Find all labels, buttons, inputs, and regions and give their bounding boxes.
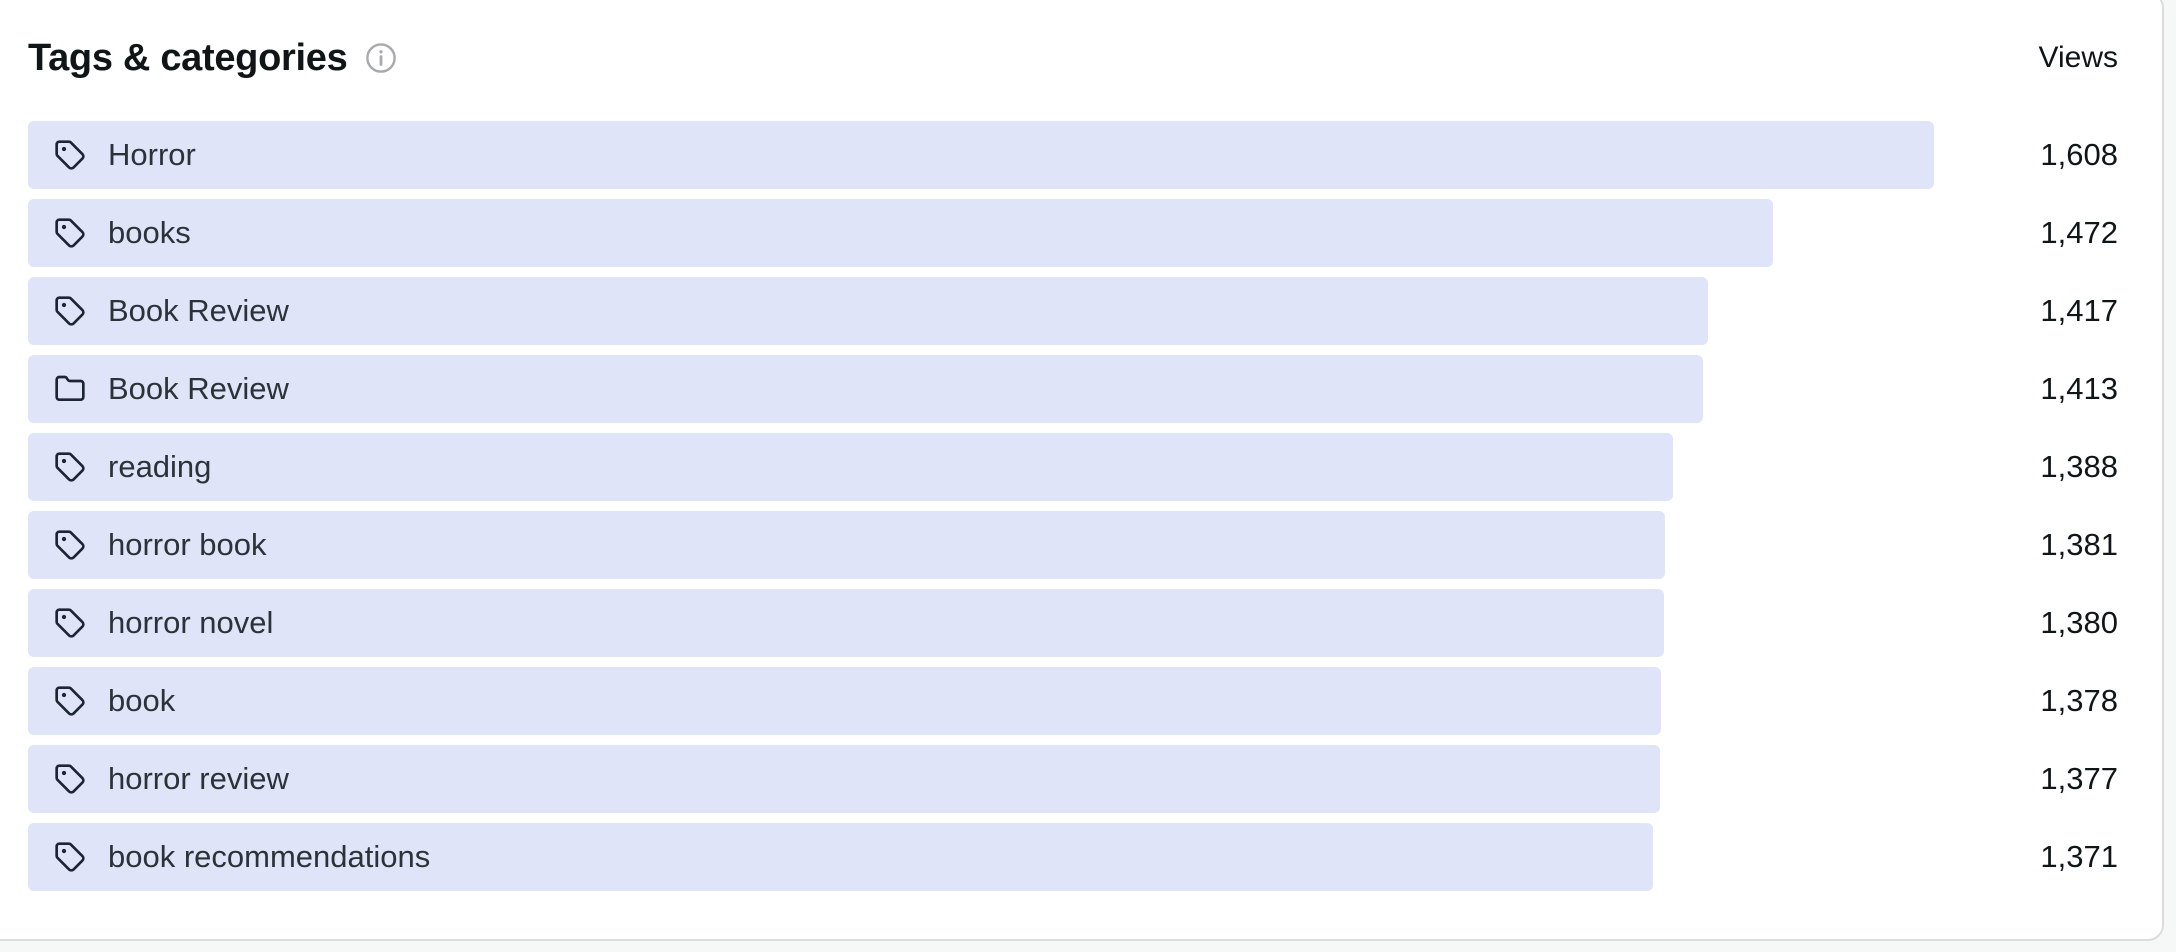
tag-row[interactable]: Book Review 1,413 — [28, 355, 2118, 423]
card-content: Tags & categories Views Horror 1,608 boo… — [28, 0, 2118, 891]
info-circle-icon[interactable] — [364, 41, 398, 75]
tag-row[interactable]: Book Review 1,417 — [28, 277, 2118, 345]
folder-icon — [54, 373, 86, 405]
tag-label: books — [108, 215, 191, 250]
tag-icon — [54, 607, 86, 639]
views-value: 1,472 — [2040, 215, 2118, 250]
tags-list: Horror 1,608 books 1,472 Book Review 1,4… — [28, 121, 2118, 891]
tag-label: reading — [108, 449, 212, 484]
tag-icon — [54, 451, 86, 483]
card-header: Tags & categories Views — [28, 34, 2118, 82]
tag-label: horror novel — [108, 605, 274, 640]
tag-icon — [54, 763, 86, 795]
tag-bar: book — [28, 667, 1661, 735]
tag-label: horror book — [108, 527, 267, 562]
views-value: 1,388 — [2040, 449, 2118, 484]
tag-label: horror review — [108, 761, 289, 796]
views-value: 1,378 — [2040, 683, 2118, 718]
tag-label: book — [108, 683, 176, 718]
tag-icon — [54, 217, 86, 249]
views-value: 1,371 — [2040, 839, 2118, 874]
views-value: 1,417 — [2040, 293, 2118, 328]
tag-icon — [54, 841, 86, 873]
views-value: 1,377 — [2040, 761, 2118, 796]
tag-bar: Book Review — [28, 277, 1708, 345]
views-value: 1,381 — [2040, 527, 2118, 562]
tag-row[interactable]: books 1,472 — [28, 199, 2118, 267]
tag-row[interactable]: horror review 1,377 — [28, 745, 2118, 813]
tag-icon — [54, 685, 86, 717]
tag-label: Horror — [108, 137, 196, 172]
tag-row[interactable]: book 1,378 — [28, 667, 2118, 735]
tag-row[interactable]: reading 1,388 — [28, 433, 2118, 501]
tag-bar: horror novel — [28, 589, 1664, 657]
title-wrap: Tags & categories — [28, 34, 398, 82]
views-column-header: Views — [2038, 41, 2118, 74]
tag-row[interactable]: book recommendations 1,371 — [28, 823, 2118, 891]
tag-row[interactable]: horror book 1,381 — [28, 511, 2118, 579]
tag-icon — [54, 295, 86, 327]
tag-icon — [54, 139, 86, 171]
tag-row[interactable]: Horror 1,608 — [28, 121, 2118, 189]
tag-bar: Horror — [28, 121, 1934, 189]
tag-label: book recommendations — [108, 839, 431, 874]
views-value: 1,413 — [2040, 371, 2118, 406]
tag-label: Book Review — [108, 371, 289, 406]
tag-bar: Book Review — [28, 355, 1703, 423]
tag-row[interactable]: horror novel 1,380 — [28, 589, 2118, 657]
tag-label: Book Review — [108, 293, 289, 328]
tag-bar: horror book — [28, 511, 1665, 579]
views-value: 1,380 — [2040, 605, 2118, 640]
tag-bar: book recommendations — [28, 823, 1653, 891]
tag-bar: reading — [28, 433, 1673, 501]
tag-bar: books — [28, 199, 1773, 267]
card-title: Tags & categories — [28, 37, 348, 79]
tag-icon — [54, 529, 86, 561]
views-value: 1,608 — [2040, 137, 2118, 172]
tag-bar: horror review — [28, 745, 1660, 813]
